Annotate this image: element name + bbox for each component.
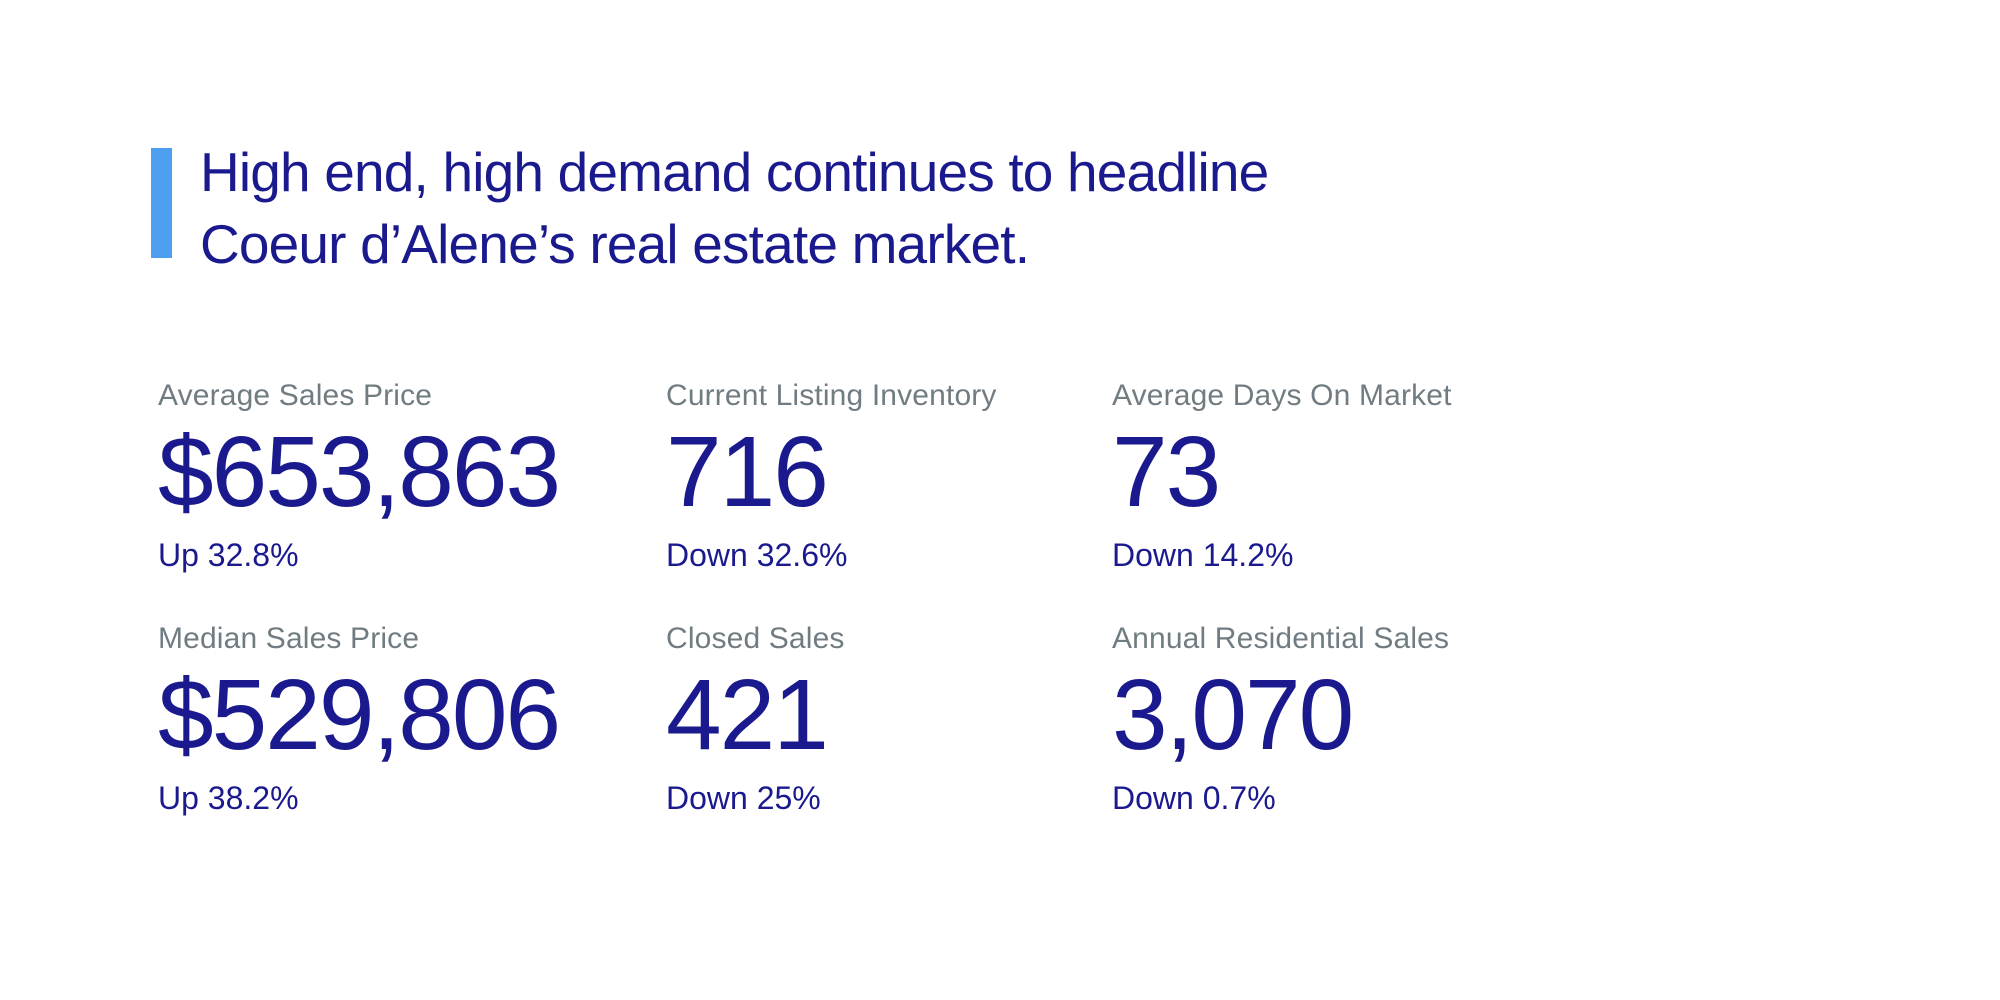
headline-section: High end, high demand continues to headl… bbox=[151, 136, 1269, 280]
stat-label: Annual Residential Sales bbox=[1112, 622, 1450, 655]
stat-change: Down 14.2% bbox=[1112, 537, 1294, 573]
stat-card-annual-residential-sales: Annual Residential Sales 3,070 Down 0.7% bbox=[1112, 621, 1452, 817]
stat-change: Down 0.7% bbox=[1112, 780, 1276, 816]
stat-card-current-listing-inventory: Current Listing Inventory 716 Down 32.6% bbox=[666, 378, 1112, 574]
stat-value: $653,863 bbox=[158, 416, 561, 528]
stat-value: 421 bbox=[666, 659, 829, 771]
accent-bar bbox=[151, 148, 172, 258]
stat-label: Average Sales Price bbox=[158, 379, 433, 412]
stat-change: Down 32.6% bbox=[666, 537, 848, 573]
stat-change: Up 32.8% bbox=[158, 537, 299, 573]
stat-label: Median Sales Price bbox=[158, 622, 420, 655]
stat-card-median-sales-price: Median Sales Price $529,806 Up 38.2% bbox=[158, 621, 666, 817]
stat-label: Closed Sales bbox=[666, 622, 845, 655]
stat-value: 3,070 bbox=[1112, 659, 1354, 771]
stat-value: 716 bbox=[666, 416, 829, 528]
stat-value: $529,806 bbox=[158, 659, 561, 771]
headline-line-2: Coeur d’Alene’s real estate market. bbox=[200, 213, 1030, 275]
stat-change: Up 38.2% bbox=[158, 780, 299, 816]
stat-change: Down 25% bbox=[666, 780, 821, 816]
page-title: High end, high demand continues to headl… bbox=[200, 136, 1269, 280]
stat-card-average-sales-price: Average Sales Price $653,863 Up 32.8% bbox=[158, 378, 666, 574]
stat-card-closed-sales: Closed Sales 421 Down 25% bbox=[666, 621, 1112, 817]
stat-card-average-days-on-market: Average Days On Market 73 Down 14.2% bbox=[1112, 378, 1452, 574]
stat-label: Current Listing Inventory bbox=[666, 379, 997, 412]
stats-grid: Average Sales Price $653,863 Up 32.8% Cu… bbox=[158, 378, 1452, 817]
stat-value: 73 bbox=[1112, 416, 1221, 528]
stat-label: Average Days On Market bbox=[1112, 379, 1452, 412]
headline-line-1: High end, high demand continues to headl… bbox=[200, 141, 1269, 203]
